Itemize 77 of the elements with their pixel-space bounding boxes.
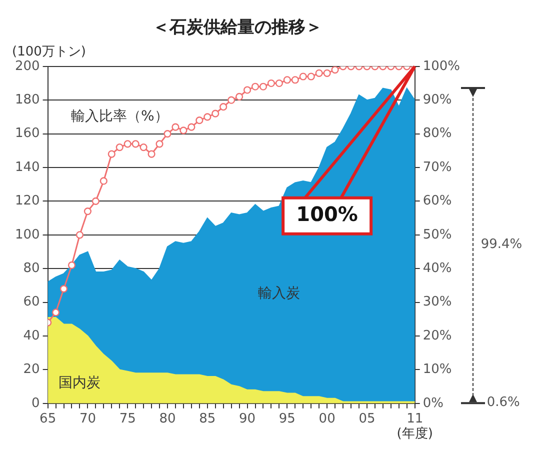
x-tick-label: 85 — [199, 412, 216, 427]
point — [180, 126, 188, 134]
point — [52, 308, 60, 316]
y-tick-label: 0 — [32, 396, 40, 411]
point — [236, 92, 244, 101]
point — [172, 123, 180, 131]
y-tick-label: 140 — [14, 160, 40, 175]
x-tick-label: 75 — [119, 412, 136, 427]
point — [140, 143, 148, 152]
x-tick-label: 80 — [159, 412, 176, 427]
x-tick-label: 11 — [406, 412, 424, 427]
point — [331, 66, 339, 74]
series-label: 国内炭 — [58, 374, 101, 391]
x-tick-label: 95 — [278, 412, 296, 427]
point — [188, 123, 196, 131]
point — [68, 261, 76, 270]
point — [299, 72, 307, 80]
x-tick-label: 05 — [358, 412, 376, 427]
point — [307, 72, 315, 80]
point — [84, 208, 92, 216]
y2-tick-label: 50% — [422, 227, 452, 242]
point — [60, 285, 68, 293]
y-tick-label: 100 — [14, 227, 40, 242]
y-axis-title: (100万トン) — [12, 44, 86, 60]
y-tick-label: 180 — [14, 92, 40, 108]
y-tick-label: 80 — [23, 260, 40, 276]
series-label: 輸入比率（%） — [70, 108, 168, 125]
chart-title: ＜石炭供給量の推移＞ — [152, 18, 322, 38]
y-tick-label: 120 — [14, 194, 40, 209]
point — [108, 150, 116, 158]
text: 0.6% — [486, 395, 520, 410]
y-tick-label: 200 — [14, 58, 40, 74]
point — [228, 96, 236, 104]
point — [204, 113, 212, 121]
point — [323, 69, 331, 77]
y2-tick-label: 20% — [422, 328, 452, 344]
y2-tick-label: 90% — [422, 92, 452, 108]
point — [220, 103, 228, 111]
x-axis-title: (年度) — [396, 425, 433, 442]
y-tick-label: 160 — [14, 126, 40, 142]
y2-tick-label: 30% — [422, 294, 452, 310]
series-label: 輸入炭 — [258, 286, 300, 302]
x-tick-label: 70 — [79, 412, 96, 427]
point — [92, 197, 100, 205]
point — [76, 231, 84, 239]
y2-tick-label: 70% — [422, 160, 452, 175]
annotation: 100% — [296, 202, 358, 226]
point — [164, 130, 172, 138]
y2-tick-label: 100% — [422, 58, 460, 74]
y2-tick-label: 10% — [422, 362, 452, 378]
point — [283, 76, 291, 84]
point — [251, 82, 260, 90]
point — [148, 150, 156, 158]
x-tick-label: 90 — [239, 412, 256, 427]
point — [116, 143, 124, 152]
x-tick-label: 65 — [40, 412, 56, 427]
y-tick-label: 60 — [23, 294, 40, 310]
y2-tick-label: 0% — [422, 396, 444, 411]
y-tick-label: 20 — [23, 362, 40, 378]
point — [291, 76, 299, 84]
point — [275, 79, 283, 88]
point — [315, 69, 323, 77]
y2-tick-label: 40% — [422, 260, 452, 276]
text: 99.4% — [480, 236, 522, 252]
point — [156, 140, 164, 148]
x-tick-label: 00 — [318, 412, 336, 427]
y2-tick-label: 60% — [422, 194, 452, 209]
y-tick-label: 40 — [23, 328, 40, 344]
point — [100, 177, 108, 185]
point — [132, 140, 140, 148]
point — [196, 116, 204, 124]
y2-tick-label: 80% — [422, 126, 452, 142]
point — [212, 110, 220, 118]
point — [124, 140, 132, 148]
point — [243, 86, 252, 94]
point — [259, 82, 268, 90]
point — [267, 79, 276, 88]
